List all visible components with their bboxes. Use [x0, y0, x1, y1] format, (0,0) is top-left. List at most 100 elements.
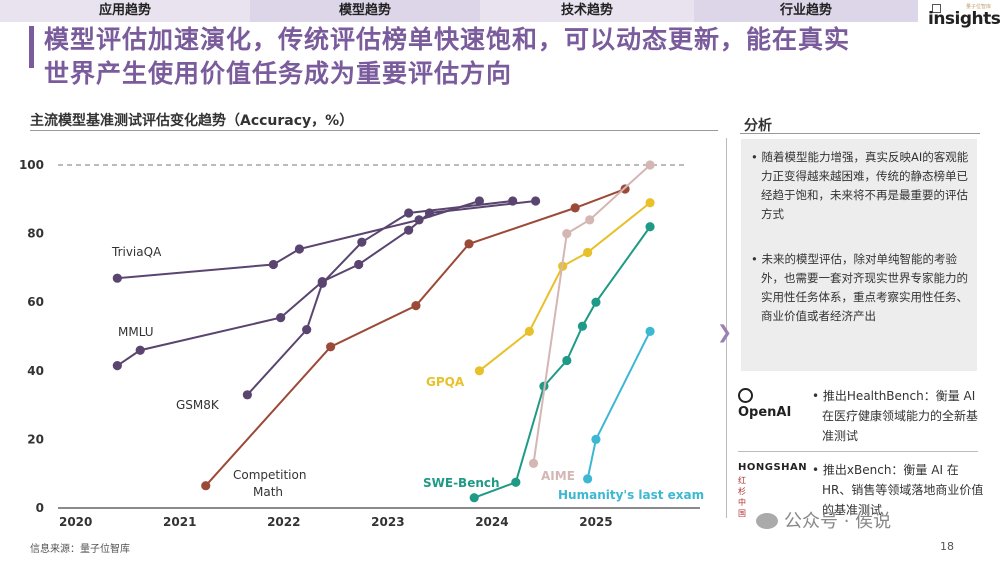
- series-label: Math: [253, 485, 283, 499]
- series-line: [586, 330, 651, 480]
- chart-series: [112, 160, 655, 503]
- openai-logo-text: OpenAI: [738, 405, 792, 420]
- series-point: [112, 273, 122, 283]
- series-point: [577, 321, 588, 331]
- y-tick-label: 60: [27, 295, 44, 309]
- hongshan-logo: HONGSHAN: [738, 462, 808, 473]
- series-point: [112, 361, 122, 371]
- series-point: [511, 477, 521, 487]
- series-line: [478, 201, 651, 372]
- tab-model[interactable]: 模型趋势: [250, 0, 480, 22]
- page-title-line1: 模型评估加速演化，传统评估榜单快速饱和，可以动态更新，能在真实: [44, 25, 851, 54]
- series-line: [532, 164, 651, 464]
- series-point: [570, 203, 580, 213]
- watermark-text: 公众号 · 侯说: [784, 511, 892, 532]
- chart-axes: 0 20 40 60 80 100 2020 2021 2022 2023 2024 2025: [19, 158, 700, 529]
- x-tick-label: 2025: [579, 515, 612, 529]
- tab-technology[interactable]: 技术趋势: [480, 0, 694, 22]
- analysis-item-text: 未来的模型评估，除对单纯智能的考验外，也需要一套对齐现实世界专家能力的实用性任务…: [761, 252, 968, 323]
- x-tick-label: 2024: [475, 515, 508, 529]
- double-chevron-icon: ❯: [717, 322, 733, 343]
- cube-icon: [932, 4, 941, 13]
- company-openai-text: • 推出HealthBench：衡量 AI 在医疗健康领域能力的全新基准测试: [812, 389, 979, 443]
- series-point: [474, 196, 485, 206]
- analysis-item: • 随着模型能力增强，真实反映AI的客观能力正变得越来越困难，传统的静态榜单已经…: [751, 150, 969, 221]
- series-point: [562, 229, 572, 239]
- series-point: [474, 366, 485, 376]
- page-number: 18: [940, 540, 954, 553]
- series-point: [357, 237, 367, 247]
- series-label: Competition: [233, 468, 306, 482]
- x-tick-label: 2022: [267, 515, 300, 529]
- series-point: [469, 493, 479, 503]
- openai-icon: [738, 388, 753, 403]
- series-point: [591, 297, 601, 307]
- y-tick-label: 20: [27, 432, 44, 446]
- series-point: [530, 196, 541, 206]
- analysis-divider: [740, 133, 980, 134]
- company-openai-desc: 推出HealthBench：衡量 AI 在医疗健康领域能力的全新基准测试: [822, 389, 979, 443]
- chart-series-labels: TriviaQA MMLU GSM8K Competition Math GPQA SWE-…: [111, 245, 704, 502]
- series-point: [645, 198, 655, 208]
- series-point: [326, 342, 336, 352]
- analysis-box: • 随着模型能力增强，真实反映AI的客观能力正变得越来越困难，传统的静态榜单已经…: [741, 139, 977, 371]
- company-hongshan-desc: 推出xBench：衡量 AI 在HR、销售等领域落地商业价值的基准测试: [822, 463, 984, 517]
- chart-divider: [726, 138, 727, 518]
- series-line: [205, 188, 626, 487]
- series-point: [242, 390, 252, 400]
- series-point: [268, 259, 278, 270]
- brand-logo: 量子位智库 insights: [926, 3, 1000, 33]
- tab-application[interactable]: 应用趋势: [0, 0, 250, 22]
- series-point: [645, 222, 655, 232]
- series-point: [524, 326, 534, 336]
- y-tick-label: 0: [36, 501, 44, 515]
- series-point: [404, 208, 414, 218]
- page-title-line2: 世界产生使用价值任务成为重要评估方向: [44, 59, 513, 88]
- series-line: [246, 200, 513, 396]
- series-label: AIME: [541, 469, 575, 483]
- y-tick-label: 40: [27, 364, 44, 378]
- tab-industry[interactable]: 行业趋势: [694, 0, 918, 22]
- x-tick-label: 2023: [371, 515, 404, 529]
- series-label: GPQA: [426, 375, 465, 389]
- watermark: 公众号 · 侯说: [756, 507, 891, 533]
- brand-logo-text: insights: [928, 9, 1000, 29]
- brand-logo-small: 量子位智库: [966, 4, 992, 10]
- series-label: GSM8K: [176, 398, 220, 412]
- wechat-icon: [756, 513, 778, 529]
- series-label: Humanity's last exam: [558, 488, 704, 502]
- series-point: [317, 278, 327, 288]
- series-point: [135, 345, 145, 355]
- series-point: [562, 355, 572, 366]
- company-hongshan-text: • 推出xBench：衡量 AI 在HR、销售等领域落地商业价值的基准测试: [812, 463, 984, 517]
- series-point: [464, 239, 474, 249]
- series-point: [294, 244, 305, 254]
- series-point: [276, 313, 286, 323]
- analysis-item-text: 随着模型能力增强，真实反映AI的客观能力正变得越来越困难，传统的静态榜单已经趋于…: [761, 150, 969, 221]
- y-tick-label: 100: [19, 158, 44, 172]
- series-point: [645, 326, 655, 336]
- series-point: [528, 458, 539, 469]
- series-point: [201, 481, 211, 491]
- analysis-title: 分析: [744, 118, 772, 134]
- series-point: [585, 215, 595, 225]
- series-point: [645, 160, 655, 170]
- chart-heading: 主流模型基准测试评估变化趋势（Accuracy，%）: [30, 113, 354, 129]
- page-title: 模型评估加速演化，传统评估榜单快速饱和，可以动态更新，能在真实 世界产生使用价值…: [44, 23, 944, 91]
- series-point: [591, 434, 601, 444]
- series-point: [354, 259, 364, 270]
- openai-logo: OpenAI: [738, 388, 791, 420]
- series-point: [411, 301, 421, 311]
- top-tabs: 应用趋势 模型趋势 技术趋势 行业趋势: [0, 0, 918, 28]
- x-tick-label: 2021: [163, 515, 196, 529]
- series-point: [508, 196, 518, 206]
- series-point: [414, 215, 424, 225]
- chart-heading-divider: [30, 130, 718, 131]
- source-note: 信息来源：量子位智库: [30, 544, 130, 555]
- series-label: SWE-Bench: [423, 476, 500, 490]
- analysis-item: • 未来的模型评估，除对单纯智能的考验外，也需要一套对齐现实世界专家能力的实用性…: [751, 252, 968, 323]
- series-point: [583, 474, 593, 484]
- series-point: [302, 325, 312, 335]
- company-divider: [738, 451, 978, 452]
